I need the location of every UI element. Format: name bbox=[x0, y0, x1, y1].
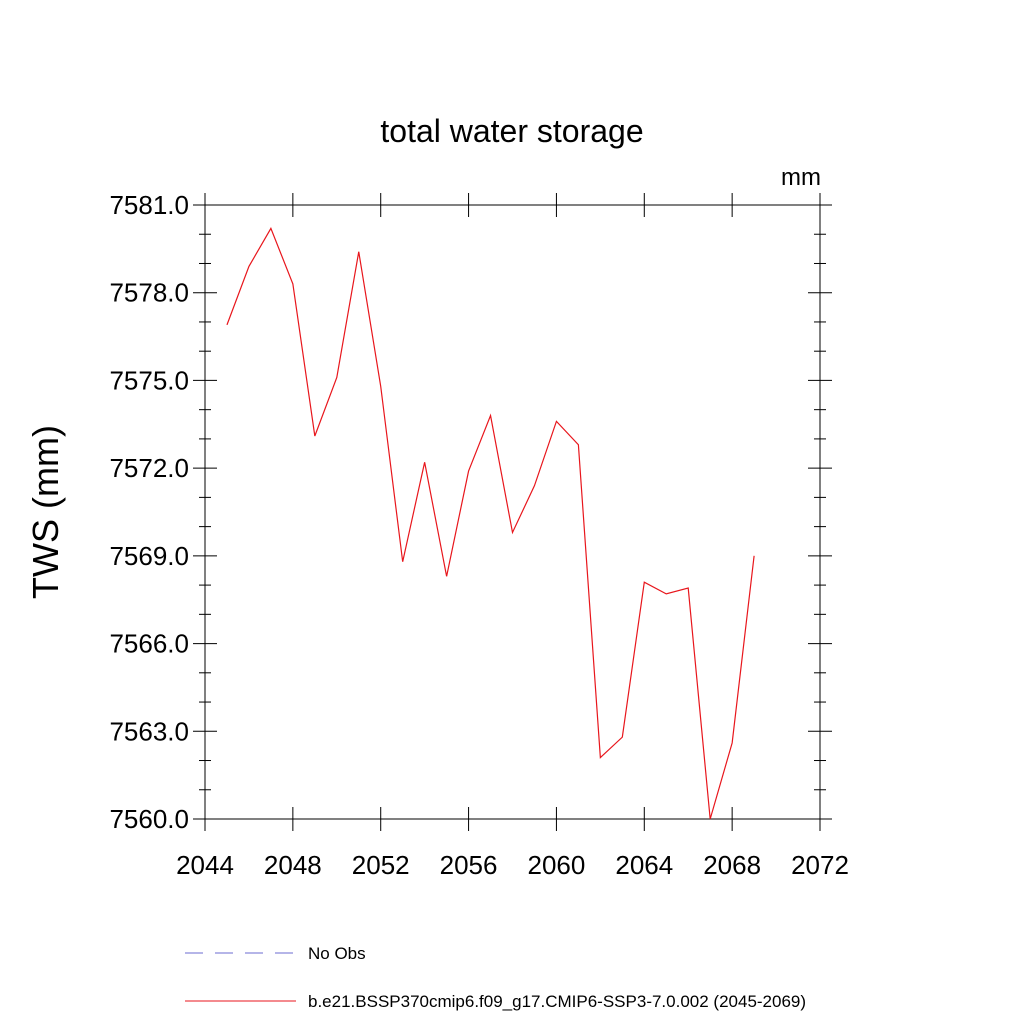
x-tick-label: 2056 bbox=[440, 850, 498, 880]
legend-label: No Obs bbox=[308, 944, 366, 963]
plot-frame bbox=[204, 204, 821, 820]
y-axis-label: TWS (mm) bbox=[25, 425, 66, 599]
series-line bbox=[226, 227, 755, 820]
legend-label: b.e21.BSSP370cmip6.f09_g17.CMIP6-SSP3-7.… bbox=[308, 992, 806, 1011]
y-tick-label: 7572.0 bbox=[109, 453, 189, 483]
y-tick-label: 7581.0 bbox=[109, 190, 189, 220]
chart-title: total water storage bbox=[380, 113, 643, 149]
x-tick-label: 2064 bbox=[615, 850, 673, 880]
x-tick-label: 2072 bbox=[791, 850, 849, 880]
y-tick-label: 7566.0 bbox=[109, 629, 189, 659]
series-layer bbox=[226, 227, 755, 820]
x-axis-ticks: 2044 2048 2052 2056 2060 2064 2068 2072 bbox=[176, 193, 849, 880]
y-tick-label: 7578.0 bbox=[109, 278, 189, 308]
y-axis-ticks: 7560.0 7563.0 7566.0 7569.0 7572.0 7575.0 7578… bbox=[109, 190, 832, 834]
x-tick-label: 2052 bbox=[352, 850, 410, 880]
y-tick-label: 7575.0 bbox=[109, 365, 189, 395]
units-label: mm bbox=[781, 164, 821, 191]
y-tick-label: 7569.0 bbox=[109, 541, 189, 571]
x-tick-label: 2068 bbox=[703, 850, 761, 880]
x-tick-label: 2044 bbox=[176, 850, 234, 880]
x-tick-label: 2048 bbox=[264, 850, 322, 880]
y-tick-label: 7560.0 bbox=[109, 804, 189, 834]
y-tick-label: 7563.0 bbox=[109, 716, 189, 746]
legend: No Obs b.e21.BSSP370cmip6.f09_g17.CMIP6-S… bbox=[185, 944, 806, 1011]
x-tick-label: 2060 bbox=[528, 850, 586, 880]
